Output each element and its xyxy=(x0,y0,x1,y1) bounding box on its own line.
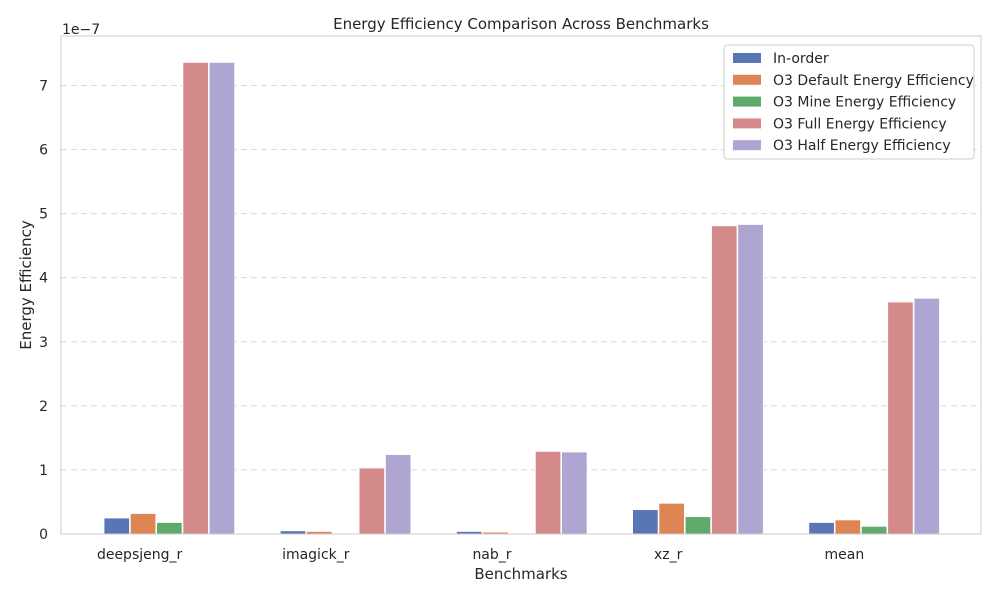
x-tick-label: xz_r xyxy=(654,547,683,563)
x-tick-label: nab_r xyxy=(472,547,511,563)
legend-entry: In-order xyxy=(773,51,829,67)
bar xyxy=(861,525,888,535)
bar xyxy=(208,61,236,535)
y-tick-label: 4 xyxy=(39,271,48,287)
y-tick-label: 6 xyxy=(39,143,48,159)
legend-swatch xyxy=(733,118,761,129)
bar xyxy=(534,450,562,535)
y-axis-ticks: 0 1 2 3 4 5 6 7 xyxy=(39,78,48,543)
x-tick-label: imagick_r xyxy=(282,547,350,563)
x-axis-ticks: deepsjeng_r imagick_r nab_r xz_r mean xyxy=(97,547,864,563)
bar xyxy=(684,516,712,535)
bar xyxy=(913,297,940,535)
bar xyxy=(887,301,914,535)
legend-swatch xyxy=(733,96,761,107)
bar xyxy=(156,522,183,535)
chart-title: Energy Efficiency Comparison Across Benc… xyxy=(333,15,709,33)
y-tick-label: 1 xyxy=(39,463,48,479)
plot-frame xyxy=(60,35,982,535)
bar xyxy=(384,454,412,535)
bar xyxy=(182,61,209,535)
y-tick-label: 2 xyxy=(39,399,48,415)
bar xyxy=(561,451,588,535)
y-tick-label: 0 xyxy=(39,527,48,543)
x-tick-label: mean xyxy=(825,547,865,563)
legend-swatch xyxy=(733,140,761,151)
y-tick-label: 5 xyxy=(39,207,48,223)
y-tick-label: 3 xyxy=(39,335,48,351)
bar xyxy=(103,517,130,535)
legend-entry: O3 Default Energy Efficiency xyxy=(773,73,974,89)
legend-swatch xyxy=(733,53,761,63)
bar xyxy=(711,225,738,535)
bar xyxy=(358,467,386,535)
x-axis-label: Benchmarks xyxy=(474,565,567,583)
bar xyxy=(808,522,835,535)
bars-layer xyxy=(103,61,940,535)
bar xyxy=(834,519,861,535)
legend-entry: O3 Full Energy Efficiency xyxy=(773,116,947,132)
legend-entry: O3 Mine Energy Efficiency xyxy=(773,95,956,111)
bar xyxy=(129,513,157,535)
bar xyxy=(632,509,659,535)
legend-box xyxy=(723,44,975,160)
y-axis-scale-label: 1e−7 xyxy=(62,22,100,38)
bar xyxy=(658,502,685,535)
legend: In-order O3 Default Energy Efficiency O3 M… xyxy=(723,44,975,160)
y-tick-label: 7 xyxy=(39,78,48,94)
y-axis-label: Energy Efficiency xyxy=(17,220,35,350)
x-tick-label: deepsjeng_r xyxy=(97,547,183,563)
bar xyxy=(737,224,764,535)
legend-swatch xyxy=(733,74,761,85)
legend-entry: O3 Half Energy Efficiency xyxy=(773,138,951,154)
